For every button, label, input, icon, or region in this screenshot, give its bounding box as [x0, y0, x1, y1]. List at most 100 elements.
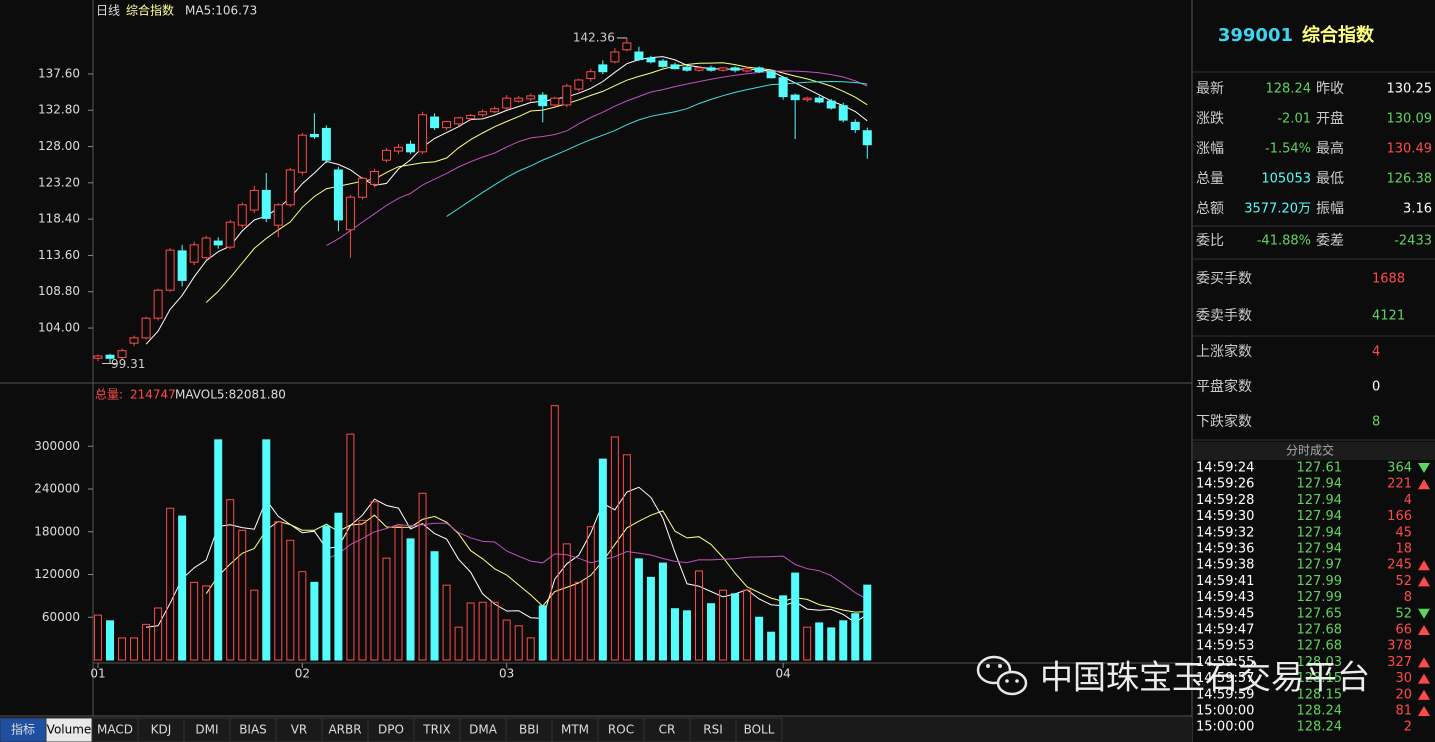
candle-body [430, 116, 440, 129]
tab[interactable]: DMA [469, 723, 498, 737]
tab-bg[interactable] [183, 717, 231, 742]
tab-bg[interactable] [643, 717, 691, 742]
volume-bar [827, 627, 836, 661]
ma-text: MA5:106.73 [185, 4, 257, 18]
trade-time: 14:59:41 [1196, 574, 1254, 589]
volume-bar [346, 433, 355, 661]
trade-volume: 245 [1387, 558, 1412, 573]
quote-value: 130.49 [1387, 142, 1433, 157]
volume-bar [791, 572, 800, 661]
candle-body [141, 317, 151, 339]
candle-body [105, 354, 115, 359]
x-tick-label: 03 [499, 667, 514, 681]
candle-body [165, 249, 175, 291]
quote-label: 委卖手数 [1196, 308, 1252, 324]
trade-volume: 166 [1387, 509, 1412, 524]
candle-body [634, 51, 644, 61]
tab-bg[interactable] [91, 717, 139, 742]
tab[interactable]: CR [659, 723, 676, 737]
candle-body [658, 60, 668, 67]
volume-bar [430, 551, 439, 661]
y-tick-label: 137.60 [38, 66, 80, 80]
icon-part [996, 670, 1028, 696]
candle-body [670, 64, 680, 70]
volume-bar [550, 405, 559, 661]
volume-bar [598, 458, 607, 661]
tab-bg[interactable] [505, 717, 553, 742]
candle-body [790, 94, 800, 101]
volume-bar [695, 570, 703, 661]
trade-price: 127.99 [1297, 574, 1343, 589]
tab[interactable]: KDJ [151, 723, 172, 737]
candle-body [466, 115, 476, 120]
tab-bg[interactable] [275, 717, 323, 742]
candle-body [514, 97, 524, 102]
volume-bar [634, 558, 643, 661]
tab-bg[interactable] [321, 717, 369, 742]
quote-value: 4121 [1372, 309, 1405, 324]
trade-time: 14:59:47 [1196, 623, 1254, 638]
trade-volume: 52 [1395, 606, 1412, 621]
quote-value: 126.38 [1387, 172, 1433, 187]
volume-bar [358, 519, 367, 661]
tab[interactable]: 指标 [11, 722, 35, 737]
index-name: 综合指数 [126, 3, 174, 18]
quote-label: 最新 [1196, 81, 1224, 97]
candle-body [850, 121, 860, 131]
candle-body [694, 67, 704, 71]
tab[interactable]: DMI [195, 723, 218, 737]
tab[interactable]: ARBR [328, 723, 361, 737]
candle-body [550, 97, 560, 106]
trade-arrow [1418, 625, 1430, 635]
candle-body [117, 350, 127, 359]
ma-line [205, 510, 868, 613]
tab-bg[interactable] [137, 717, 185, 742]
y-tick-label: 118.40 [38, 212, 80, 226]
trade-time: 14:59:38 [1196, 558, 1254, 573]
candle-body [189, 244, 199, 263]
volume-bar [719, 589, 728, 661]
candle-body [574, 79, 584, 90]
tab[interactable]: MTM [561, 723, 589, 737]
trade-price: 127.94 [1297, 542, 1343, 557]
tab[interactable]: Volume [47, 723, 92, 737]
quote-value: 130.25 [1387, 82, 1433, 97]
volume-bar [502, 619, 511, 661]
volume-bar [214, 439, 223, 661]
tab-bg[interactable] [413, 717, 461, 742]
trade-price: 128.15 [1297, 687, 1343, 702]
candle-body [201, 237, 211, 259]
ma-line [446, 80, 868, 217]
quote-label: 总量 [1196, 171, 1224, 187]
tab-bg[interactable] [551, 717, 599, 742]
candle-body [442, 121, 452, 129]
candle-body [369, 170, 379, 185]
volume-bar [815, 622, 824, 661]
volume-bar [334, 512, 343, 661]
tab[interactable]: ROC [608, 723, 634, 737]
tab-bg[interactable] [597, 717, 645, 742]
low-label: 99.31 [111, 357, 145, 371]
x-tick-label: 02 [295, 667, 310, 681]
tab[interactable]: VR [291, 723, 308, 737]
candle-body [766, 71, 776, 79]
trade-time: 14:59:59 [1196, 687, 1254, 702]
volume-bar [406, 538, 415, 661]
tab-bg[interactable] [735, 717, 783, 742]
volume-bar [418, 492, 427, 661]
volume-bar [382, 557, 391, 661]
tab[interactable]: MACD [97, 723, 133, 737]
tab[interactable]: BIAS [239, 723, 267, 737]
volume-bar [94, 614, 102, 661]
trade-volume: 18 [1395, 542, 1412, 557]
candle-body [802, 97, 812, 101]
candle-body [490, 108, 500, 113]
icon-part [976, 655, 1012, 685]
tab[interactable]: TRIX [422, 723, 450, 737]
tab[interactable]: RSI [703, 723, 723, 737]
tab[interactable]: BOLL [744, 723, 775, 737]
tab[interactable]: DPO [378, 723, 404, 737]
tab[interactable]: BBI [519, 723, 539, 737]
high-label: 142.36 [573, 30, 615, 44]
